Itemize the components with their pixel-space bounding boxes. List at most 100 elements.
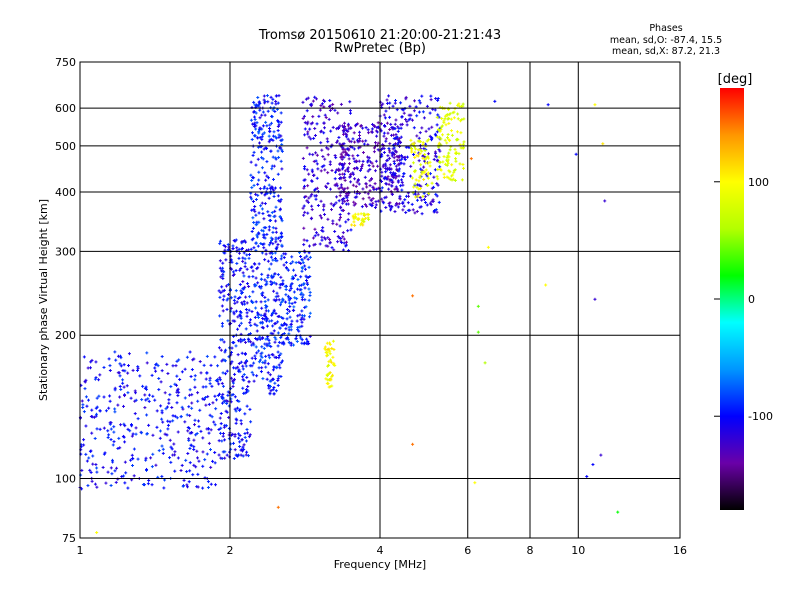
data-point <box>188 446 192 450</box>
data-point <box>349 180 353 184</box>
data-point <box>287 309 291 313</box>
data-point <box>420 126 424 130</box>
data-point <box>257 316 261 320</box>
data-point <box>374 203 378 207</box>
data-point <box>309 137 313 141</box>
chart-title: Tromsø 20150610 21:20:00-21:21:43 <box>258 28 502 43</box>
data-point <box>405 120 409 124</box>
data-point <box>454 157 458 161</box>
data-point <box>422 177 426 181</box>
data-point <box>250 197 254 201</box>
data-point <box>421 141 425 145</box>
data-point <box>450 133 454 137</box>
data-point <box>435 210 439 214</box>
data-point <box>396 205 400 209</box>
data-point <box>267 140 271 144</box>
data-point <box>300 338 304 342</box>
data-point <box>447 116 451 120</box>
x-tick-label: 4 <box>377 544 384 557</box>
data-point <box>193 374 197 378</box>
data-point <box>280 167 284 171</box>
data-point <box>328 352 332 356</box>
data-point <box>307 196 311 200</box>
data-point <box>246 385 250 389</box>
data-point <box>339 102 343 106</box>
data-point <box>102 395 106 399</box>
data-point <box>186 452 190 456</box>
data-point <box>170 405 174 409</box>
data-point <box>235 399 239 403</box>
data-point <box>392 146 396 150</box>
data-point <box>106 436 110 440</box>
data-point <box>264 226 268 230</box>
data-point <box>179 414 183 418</box>
data-point <box>158 429 162 433</box>
data-point <box>276 172 280 176</box>
plot-frame <box>79 61 681 539</box>
data-point <box>219 431 223 435</box>
data-point <box>218 378 222 382</box>
data-point <box>346 137 350 141</box>
data-point <box>417 187 421 191</box>
data-point <box>155 409 159 413</box>
data-point <box>252 150 256 154</box>
data-point <box>301 156 305 160</box>
data-point <box>424 201 428 205</box>
data-point <box>254 111 258 115</box>
data-point <box>273 335 277 339</box>
data-point <box>271 242 275 246</box>
data-point <box>388 142 392 146</box>
data-point <box>266 259 270 263</box>
data-point <box>361 151 365 155</box>
data-point <box>351 171 355 175</box>
data-point <box>113 350 117 354</box>
phase-legend-o-mode: mean, sd,O: -87.4, 15.5 <box>609 35 723 46</box>
data-point <box>272 329 276 333</box>
data-point <box>232 456 236 460</box>
data-point <box>206 485 210 489</box>
data-point <box>326 378 330 382</box>
data-point <box>315 153 319 157</box>
data-point <box>355 166 359 170</box>
data-point <box>123 394 127 398</box>
data-point <box>425 104 429 108</box>
data-point <box>253 117 257 121</box>
data-point <box>436 98 440 102</box>
data-point <box>332 348 336 352</box>
data-point <box>260 113 264 117</box>
data-point <box>333 363 337 367</box>
data-point <box>260 207 264 211</box>
data-point <box>273 257 277 261</box>
data-point <box>342 197 346 201</box>
data-point <box>372 125 376 129</box>
data-point <box>458 162 462 166</box>
data-point <box>461 145 465 149</box>
data-point <box>410 150 414 154</box>
data-point <box>187 426 191 430</box>
data-point <box>237 324 241 328</box>
data-point <box>390 204 394 208</box>
data-point <box>272 215 276 219</box>
y-tick-label: 100 <box>55 473 76 486</box>
data-point <box>155 362 159 366</box>
data-point <box>574 152 578 156</box>
data-point <box>413 155 417 159</box>
data-point <box>264 316 268 320</box>
data-point <box>321 98 325 102</box>
data-point <box>259 204 263 208</box>
data-point <box>345 240 349 244</box>
data-point <box>368 179 372 183</box>
data-point <box>273 186 277 190</box>
data-point <box>231 381 235 385</box>
data-point <box>252 220 256 224</box>
data-point <box>107 357 111 361</box>
data-point <box>280 254 284 258</box>
data-point <box>268 373 272 377</box>
data-point <box>384 177 388 181</box>
data-point <box>428 172 432 176</box>
data-point <box>445 141 449 145</box>
data-point <box>260 351 264 355</box>
data-point <box>271 324 275 328</box>
data-point <box>235 246 239 250</box>
data-point <box>292 305 296 309</box>
